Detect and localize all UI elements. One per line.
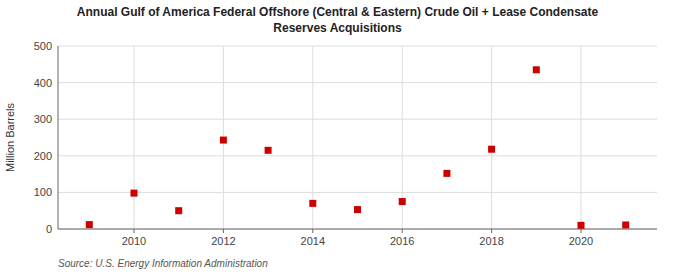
y-grid-line	[58, 46, 657, 47]
point	[130, 190, 137, 197]
x-tick	[491, 229, 492, 233]
points	[86, 66, 629, 229]
point	[533, 66, 540, 73]
point	[354, 206, 361, 213]
point	[86, 221, 93, 228]
x-tick-label: 2016	[390, 235, 414, 247]
y-grid-line	[58, 119, 657, 120]
x-tick	[133, 229, 134, 233]
y-tick-label: 200	[34, 150, 52, 162]
point	[399, 198, 406, 205]
y-grid-line	[58, 82, 657, 83]
x-tick-label: 2014	[301, 235, 325, 247]
point	[175, 207, 182, 214]
x-tick	[223, 229, 224, 233]
y-tick-label: 300	[34, 113, 52, 125]
y-axis-line	[58, 46, 59, 229]
x-tick-label: 2010	[122, 235, 146, 247]
x-tick	[402, 229, 403, 233]
x-axis-line	[58, 229, 657, 230]
point	[578, 222, 585, 229]
subtitle: Reserves Acquisitions	[273, 21, 402, 35]
chart-svg: Annual Gulf of America Federal Offshore …	[0, 0, 675, 275]
x-tick-label: 2020	[569, 235, 593, 247]
y-tick-label: 500	[34, 40, 52, 52]
x-grid-line	[581, 46, 582, 229]
x-grid-line	[491, 46, 492, 229]
source-note: Source: U.S. Energy Information Administ…	[58, 258, 268, 269]
y-tick-label: 100	[34, 186, 52, 198]
y-grid-line	[58, 155, 657, 156]
x-tick	[312, 229, 313, 233]
point	[265, 147, 272, 154]
chart-container: Annual Gulf of America Federal Offshore …	[0, 0, 675, 275]
x-tick-label: 2018	[479, 235, 503, 247]
y-tick-label: 400	[34, 77, 52, 89]
point	[309, 200, 316, 207]
point	[220, 137, 227, 144]
point	[622, 221, 629, 228]
y-grid-line	[58, 192, 657, 193]
y-grid-line	[58, 229, 657, 230]
point	[443, 170, 450, 177]
x-tick	[581, 229, 582, 233]
x-grid-line	[133, 46, 134, 229]
y-axis-label: Million Barrels	[4, 102, 16, 172]
point	[488, 146, 495, 153]
x-tick-label: 2012	[211, 235, 235, 247]
grid	[58, 46, 657, 229]
y-tick-label: 0	[46, 223, 52, 235]
title: Annual Gulf of America Federal Offshore …	[77, 5, 599, 19]
